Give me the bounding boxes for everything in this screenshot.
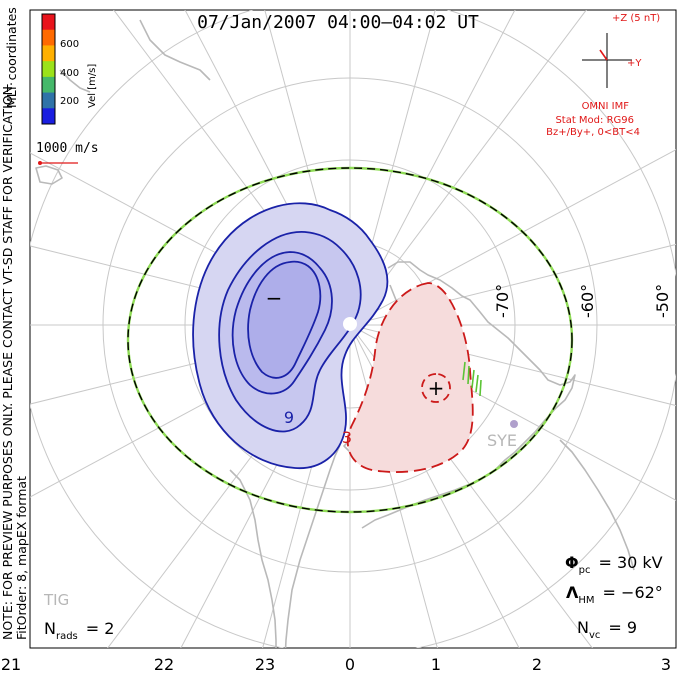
mlt-tick-21: 21 — [1, 655, 21, 674]
colorbar-swatch — [42, 92, 55, 109]
negative-cell-core — [247, 260, 322, 379]
svg-text:ΛHM= −62°: ΛHM = −62° — [566, 583, 663, 606]
stat-n-vc: Nvc = 9 — [577, 618, 637, 641]
mlt-tick-1: 1 — [431, 655, 441, 674]
svg-text:Nrads= 2: Nrads = 2 — [44, 619, 114, 642]
mlt-tick-2: 2 — [532, 655, 542, 674]
imf-source: OMNI IMF — [582, 101, 630, 112]
mlt-tick-0: 0 — [345, 655, 355, 674]
lat-label-60: -60° — [578, 284, 597, 318]
colorbar-tick-400: 400 — [60, 68, 79, 79]
colorbar-swatch — [42, 76, 55, 94]
heppner-maynard-boundary — [127, 167, 573, 513]
colorbar-label: Vel [m/s] — [87, 64, 98, 108]
stat-lambda-hm: ΛHM = −62° — [566, 583, 663, 606]
colorbar-swatch — [42, 61, 55, 78]
antarctic-peninsula-coast — [361, 261, 576, 529]
colorbar-swatch — [42, 14, 55, 31]
imf-by-label: +Y — [627, 58, 642, 69]
positive-cell — [346, 282, 474, 473]
colorbar-swatch — [42, 29, 55, 46]
velocity-reference-dot — [38, 161, 42, 165]
negative-potential-marker: − — [266, 286, 283, 310]
preview-note: NOTE: FOR PREVIEW PURPOSES ONLY. PLEASE … — [0, 82, 15, 640]
radar-site-marker — [510, 420, 518, 428]
mlt-tick-labels: 21 22 23 0 1 2 3 — [1, 655, 671, 674]
imf-stat-mod: Stat Mod: RG96 — [555, 115, 634, 126]
stat-phi-pc: Φpc = 30 kV — [565, 553, 663, 576]
mlt-coordinates-label: MLT coordinates — [4, 7, 19, 108]
imf-bz-label: +Z (5 nT) — [612, 13, 660, 24]
mlt-tick-23: 23 — [255, 655, 275, 674]
contour-label-positive: 3 — [342, 428, 352, 447]
imf-vector — [599, 49, 608, 61]
page-title: 07/Jan/2007 04:00–04:02 UT — [197, 12, 479, 33]
lat-label-50: -50° — [653, 284, 672, 318]
imf-condition: Bz+/By+, 0<BT<4 — [546, 127, 640, 138]
colorbar-swatch — [42, 45, 55, 62]
fit-order-note: FitOrder: 8, mapEX format — [14, 476, 29, 640]
svg-text:Φpc= 30 kV: Φpc = 30 kV — [565, 553, 663, 576]
positive-cell-core — [421, 373, 451, 403]
pole-marker — [343, 317, 357, 331]
station-label-sye: SYE — [487, 431, 517, 450]
mlt-tick-3: 3 — [661, 655, 671, 674]
velocity-reference-label: 1000 m/s — [36, 141, 99, 156]
lat-label-70: -70° — [493, 284, 512, 318]
velocity-vectors — [462, 361, 482, 397]
velocity-colorbar — [41, 13, 56, 125]
colorbar-tick-600: 600 — [60, 39, 79, 50]
positive-potential-marker: + — [428, 376, 445, 400]
north-coast-2 — [59, 69, 91, 93]
stat-n-rads: Nrads = 2 — [44, 619, 114, 642]
weddell-coast — [559, 439, 635, 571]
colorbar-swatch — [42, 108, 55, 125]
station-label-tig: TIG — [43, 591, 69, 609]
mlt-tick-22: 22 — [154, 655, 174, 674]
colorbar-tick-200: 200 — [60, 96, 79, 107]
north-coast — [139, 19, 211, 81]
contour-label-negative: 9 — [284, 408, 294, 427]
svg-text:Nvc= 9: Nvc = 9 — [577, 618, 637, 641]
africa-coast — [35, 165, 63, 185]
colorbar-border — [41, 13, 56, 125]
